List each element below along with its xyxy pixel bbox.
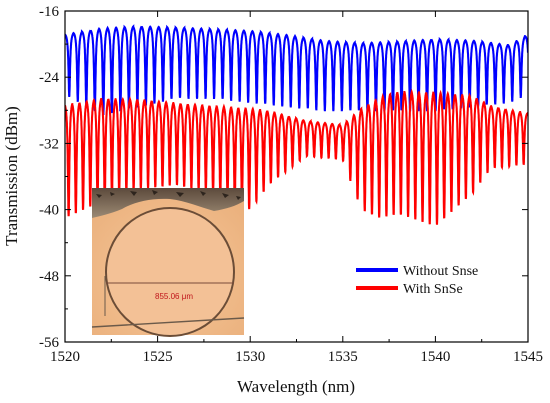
inset-crust — [92, 188, 244, 218]
plot-area: 855.06 μm — [65, 24, 528, 337]
y-axis-title: Transmission (dBm) — [2, 106, 21, 246]
inset-scale-label: 855.06 μm — [155, 292, 193, 301]
x-tick-label: 1535 — [328, 349, 358, 365]
legend-label-without-snse: Without Snse — [403, 264, 478, 279]
x-tick-label: 1520 — [50, 349, 80, 365]
inset-crust-speckle — [96, 190, 241, 200]
y-tick-label: -40 — [39, 203, 59, 219]
x-tick-label: 1540 — [420, 349, 450, 365]
x-tick-label: 1530 — [235, 349, 265, 365]
y-tick-label: -24 — [39, 70, 59, 86]
series-line-with-snse — [65, 88, 528, 225]
legend: Without Snse With SnSe — [356, 264, 478, 297]
legend-label-with-snse: With SnSe — [403, 282, 463, 297]
microscope-inset: 855.06 μm — [91, 188, 245, 337]
x-tick-label: 1525 — [143, 349, 173, 365]
y-tick-label: -32 — [39, 136, 59, 152]
y-tick-label: -56 — [39, 335, 59, 351]
x-axis-title: Wavelength (nm) — [237, 377, 355, 396]
microsphere — [105, 207, 235, 337]
y-tick-label: -16 — [39, 4, 59, 20]
ticks-layer: 1520 1525 1530 1535 1540 1545 -16 -24 -32 -40 -48 -… — [39, 4, 543, 365]
x-tick-label: 1545 — [513, 349, 543, 365]
fiber-taper — [91, 317, 245, 328]
series-line-without-snse — [65, 24, 528, 116]
y-tick-label: -48 — [39, 269, 59, 285]
series-layer — [65, 24, 528, 225]
